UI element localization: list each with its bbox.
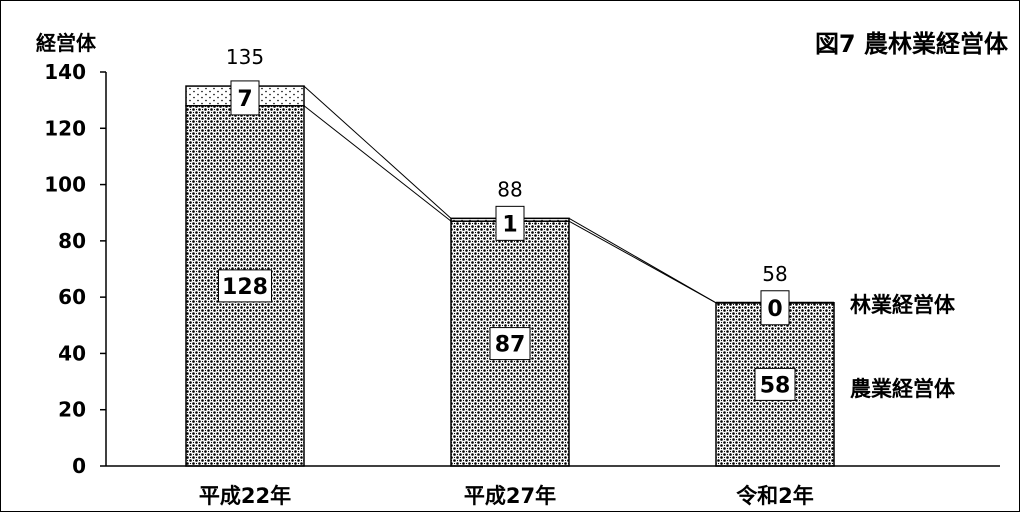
data-labels: 128 7 135 87 1 88 58 0 58	[218, 45, 796, 401]
connector-line-agri	[303, 105, 452, 222]
x-tick-label: 平成27年	[464, 484, 556, 508]
y-axis-label: 経営体	[36, 31, 97, 55]
data-label-forest: 1	[502, 212, 517, 237]
y-tick-label: 100	[44, 173, 86, 197]
bars	[185, 85, 835, 467]
data-label-forest: 0	[767, 297, 782, 322]
data-label-agri: 128	[222, 275, 268, 300]
data-label-box	[230, 80, 260, 116]
legend-item-forest: 林業経営体	[850, 293, 956, 317]
y-tick-label: 80	[58, 229, 86, 253]
connector-line-agri	[568, 220, 717, 304]
data-label-agri: 87	[495, 333, 526, 358]
chart-title: 図7 農林業経営体	[815, 30, 1009, 58]
x-tick-label: 令和2年	[736, 484, 814, 508]
y-tick-label: 20	[58, 398, 86, 422]
x-axis: 平成22年 平成27年 令和2年	[106, 465, 1000, 508]
data-label-box	[495, 205, 525, 241]
y-tick-label: 40	[58, 341, 86, 365]
connector-lines	[303, 85, 717, 304]
data-label-box	[218, 269, 272, 303]
data-label-agri: 58	[760, 373, 791, 398]
connector-line-total	[303, 85, 452, 219]
data-label-total: 135	[226, 45, 264, 69]
y-tick-label: 60	[58, 285, 86, 309]
y-tick-label: 0	[72, 454, 86, 478]
y-axis: 0 20 40 60 80 100 120 140	[44, 60, 107, 478]
data-label-box	[754, 367, 796, 401]
data-label-total: 88	[497, 177, 522, 201]
x-tick-label: 平成22年	[199, 484, 291, 508]
data-label-total: 58	[762, 262, 787, 286]
y-tick-label: 140	[44, 60, 86, 84]
data-label-box	[760, 290, 790, 326]
legend-item-agri: 農業経営体	[850, 377, 956, 401]
data-label-forest: 7	[237, 87, 252, 112]
y-tick-label: 120	[44, 116, 86, 140]
data-label-box	[489, 327, 531, 361]
